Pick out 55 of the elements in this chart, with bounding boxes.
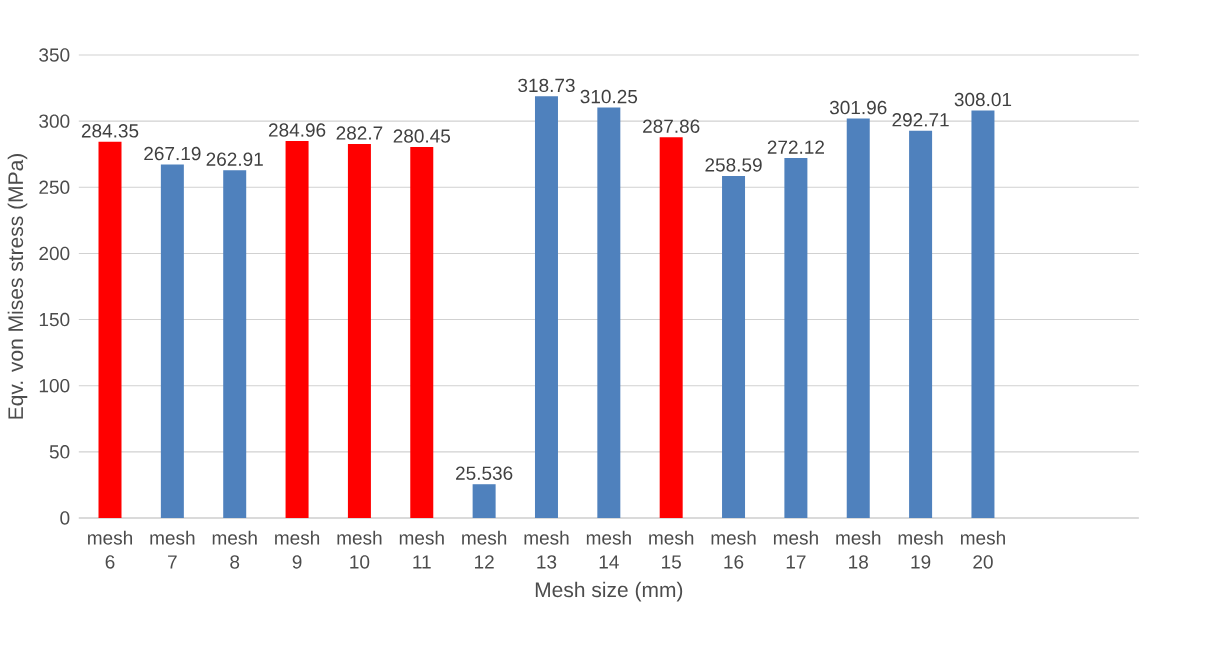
data-label: 287.86 — [643, 119, 700, 133]
x-tick-label: mesh 12 — [462, 530, 507, 569]
bar — [410, 147, 434, 518]
x-tick-label: mesh 8 — [212, 530, 257, 569]
x-tick-label: mesh 6 — [88, 530, 133, 569]
bar — [98, 141, 122, 518]
x-tick-label: mesh 19 — [898, 530, 943, 569]
data-label: 272.12 — [767, 140, 824, 154]
x-tick-label: mesh 11 — [399, 530, 444, 569]
x-tick-label: mesh 15 — [649, 530, 694, 569]
x-tick-label: mesh 14 — [586, 530, 631, 569]
data-label: 25.536 — [456, 466, 513, 480]
bar — [784, 158, 808, 518]
bar — [223, 170, 247, 518]
data-label: 301.96 — [829, 100, 887, 115]
x-tick-label: mesh 13 — [524, 530, 569, 569]
bar — [534, 96, 558, 518]
x-tick-label: mesh 7 — [150, 530, 195, 569]
y-tick-label: 350 — [39, 48, 70, 62]
data-label: 318.73 — [518, 78, 575, 93]
data-label: 310.25 — [580, 89, 638, 104]
bar — [722, 175, 746, 518]
bar — [659, 137, 683, 518]
bar — [971, 110, 995, 518]
data-label: 267.19 — [144, 146, 201, 161]
x-tick-label: mesh 9 — [275, 530, 320, 569]
y-tick-label: 100 — [39, 378, 70, 393]
x-tick-label: mesh 10 — [337, 530, 382, 569]
x-tick-label: mesh 20 — [960, 530, 1005, 569]
data-label: 262.91 — [206, 152, 263, 166]
y-tick-label: 200 — [39, 246, 70, 261]
bar — [347, 144, 371, 518]
bar — [285, 141, 309, 518]
y-tick-label: 150 — [39, 312, 70, 327]
data-label: 282.7 — [336, 126, 383, 140]
data-label: 284.35 — [81, 124, 139, 138]
data-label: 308.01 — [954, 92, 1012, 107]
bar — [472, 484, 496, 518]
y-tick-label: 300 — [39, 114, 70, 128]
bar — [909, 130, 933, 518]
data-label: 258.59 — [705, 158, 762, 172]
x-tick-label: mesh 18 — [836, 530, 881, 569]
x-tick-label: mesh 16 — [711, 530, 756, 569]
y-tick-label: 0 — [60, 511, 70, 525]
y-tick-label: 250 — [39, 180, 70, 195]
data-label: 292.71 — [892, 113, 949, 127]
x-tick-label: mesh 17 — [773, 530, 818, 569]
bar — [846, 118, 870, 518]
x-axis-title: Mesh size (mm) — [535, 581, 683, 602]
y-axis-title: Eqv. von Mises stress (MPa) — [7, 154, 28, 419]
y-tick-label: 50 — [49, 445, 70, 459]
bar — [160, 164, 184, 518]
data-label: 280.45 — [393, 129, 451, 143]
bar — [597, 107, 621, 518]
data-label: 284.96 — [268, 123, 326, 137]
